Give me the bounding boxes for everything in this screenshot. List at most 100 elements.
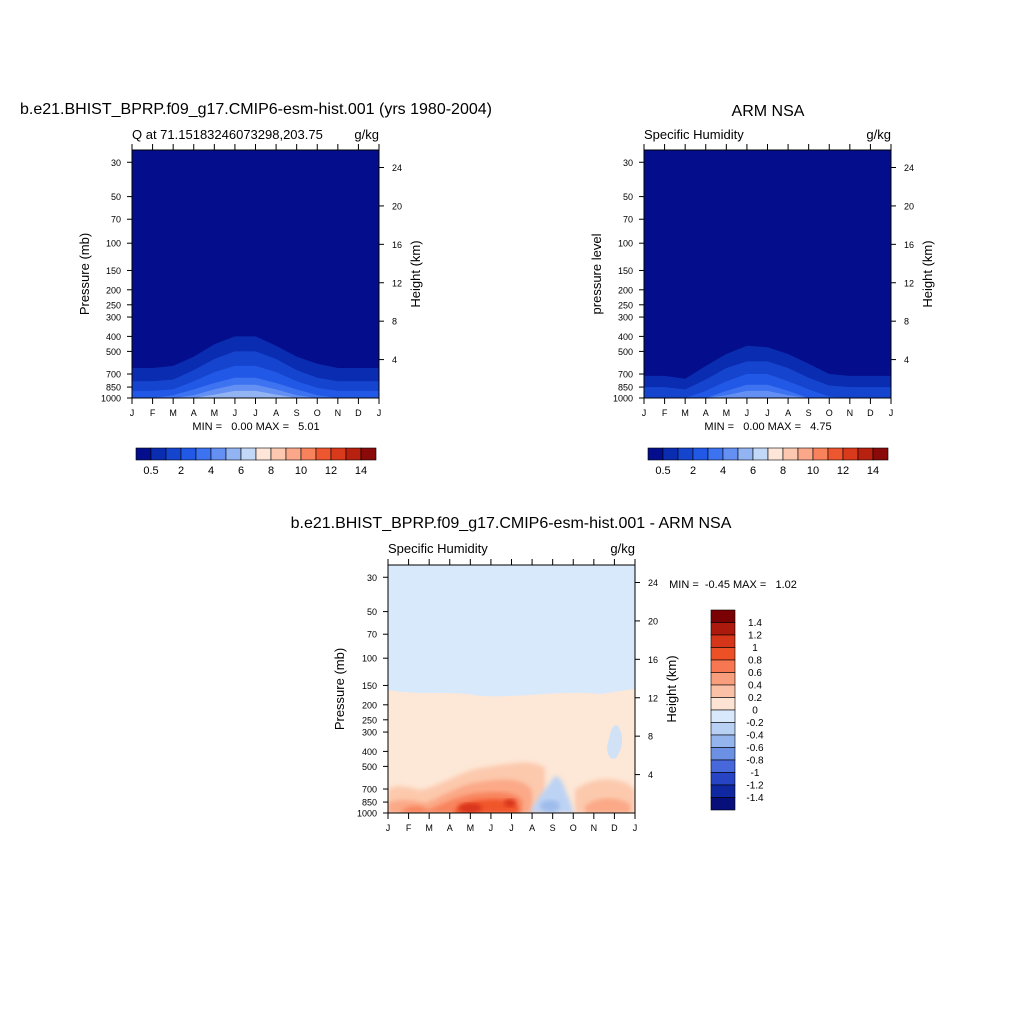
x-tick-label: J bbox=[377, 408, 382, 418]
colorbar-swatch bbox=[300, 447, 317, 461]
y-tick-label: 400 bbox=[362, 747, 377, 757]
y-tick-label: 250 bbox=[618, 300, 633, 310]
colorbar-label: 2 bbox=[178, 465, 184, 477]
x-tick-label: S bbox=[806, 408, 812, 418]
x-tick-label: A bbox=[785, 408, 791, 418]
y-axis-label: Pressure (mb) bbox=[332, 648, 347, 730]
y2-tick-label: 8 bbox=[904, 317, 909, 327]
colorbar-swatch bbox=[255, 447, 272, 461]
y-tick-label: 70 bbox=[111, 215, 121, 225]
x-tick-label: M bbox=[169, 408, 177, 418]
y2-tick-label: 4 bbox=[648, 770, 653, 780]
x-tick-label: F bbox=[662, 408, 668, 418]
colorbar-swatch bbox=[710, 684, 736, 698]
y2-tick-label: 24 bbox=[392, 163, 402, 173]
y-tick-label: 30 bbox=[111, 158, 121, 168]
x-tick-label: A bbox=[191, 408, 197, 418]
x-tick-label: J bbox=[642, 408, 647, 418]
colorbar-swatch bbox=[135, 447, 152, 461]
colorbar-label: 0.5 bbox=[655, 465, 670, 477]
colorbar-swatch bbox=[710, 772, 736, 786]
x-tick-label: A bbox=[529, 823, 535, 833]
y-tick-label: 1000 bbox=[613, 394, 633, 404]
y2-tick-label: 8 bbox=[392, 317, 397, 327]
y-tick-label: 200 bbox=[106, 285, 121, 295]
diff-contour-1.0 bbox=[458, 803, 482, 813]
y-tick-label: 30 bbox=[623, 158, 633, 168]
colorbar-swatch bbox=[710, 672, 736, 686]
colorbar-swatch bbox=[707, 447, 724, 461]
y2-tick-label: 12 bbox=[904, 278, 914, 288]
y-tick-label: 700 bbox=[618, 370, 633, 380]
colorbar-label: 6 bbox=[750, 465, 756, 477]
colorbar-swatch bbox=[710, 634, 736, 648]
colorbar-swatch bbox=[195, 447, 212, 461]
x-tick-label: M bbox=[425, 823, 433, 833]
colorbar-swatch bbox=[647, 447, 664, 461]
x-tick-label: A bbox=[703, 408, 709, 418]
stats-label: MIN = 0.00 MAX = 4.75 bbox=[704, 421, 831, 433]
colorbar-label: 10 bbox=[295, 465, 307, 477]
x-tick-label: A bbox=[447, 823, 453, 833]
panel-model: b.e21.BHIST_BPRP.f09_g17.CMIP6-esm-hist.… bbox=[20, 101, 492, 477]
colorbar-label: 10 bbox=[807, 465, 819, 477]
y2-axis-label: Height (km) bbox=[408, 240, 423, 307]
colorbar-swatch bbox=[150, 447, 167, 461]
y-tick-label: 250 bbox=[106, 300, 121, 310]
colorbar-label: 6 bbox=[238, 465, 244, 477]
x-tick-label: N bbox=[335, 408, 342, 418]
x-tick-label: S bbox=[294, 408, 300, 418]
colorbar-label: 0.5 bbox=[143, 465, 158, 477]
x-tick-label: N bbox=[847, 408, 854, 418]
y2-tick-label: 20 bbox=[392, 201, 402, 211]
y2-tick-label: 8 bbox=[648, 732, 653, 742]
y-tick-label: 400 bbox=[106, 332, 121, 342]
x-tick-label: F bbox=[150, 408, 156, 418]
colorbar-swatch bbox=[710, 797, 736, 811]
x-tick-label: J bbox=[130, 408, 135, 418]
x-tick-label: J bbox=[386, 823, 391, 833]
colorbar: 0.5 2 4 6 8 10 12 14 bbox=[647, 447, 889, 477]
plot-area bbox=[132, 150, 379, 398]
colorbar-label: 0.8 bbox=[748, 656, 762, 667]
y-tick-label: 700 bbox=[362, 785, 377, 795]
x-tick-label: O bbox=[570, 823, 577, 833]
y2-tick-label: 20 bbox=[648, 616, 658, 626]
y-tick-label: 70 bbox=[623, 215, 633, 225]
x-tick-label: D bbox=[867, 408, 874, 418]
x-tick-label: N bbox=[591, 823, 598, 833]
right-string: g/kg bbox=[354, 127, 379, 142]
colorbar-label: 14 bbox=[355, 465, 367, 477]
x-tick-label: D bbox=[355, 408, 362, 418]
x-tick-label: J bbox=[253, 408, 258, 418]
colorbar-swatch bbox=[270, 447, 287, 461]
colorbar-label: -1.4 bbox=[746, 793, 764, 804]
y-tick-label: 100 bbox=[618, 239, 633, 249]
y2-tick-label: 16 bbox=[904, 240, 914, 250]
y-tick-label: 850 bbox=[362, 798, 377, 808]
y2-tick-label: 4 bbox=[392, 355, 397, 365]
y-tick-label: 50 bbox=[111, 192, 121, 202]
colorbar-swatch bbox=[330, 447, 347, 461]
y-axis-label: Pressure (mb) bbox=[77, 233, 92, 315]
colorbar-label: -1.2 bbox=[746, 781, 764, 792]
panel-difference: b.e21.BHIST_BPRP.f09_g17.CMIP6-esm-hist.… bbox=[291, 515, 797, 833]
colorbar-label: 1.4 bbox=[748, 618, 762, 629]
y2-tick-label: 24 bbox=[648, 578, 658, 588]
x-tick-label: M bbox=[681, 408, 689, 418]
y2-tick-label: 16 bbox=[648, 655, 658, 665]
x-tick-label: M bbox=[211, 408, 219, 418]
x-tick-label: M bbox=[723, 408, 731, 418]
colorbar-swatch bbox=[737, 447, 754, 461]
colorbar-label: 0.2 bbox=[748, 693, 762, 704]
diff-negative-blob-dec bbox=[607, 725, 623, 759]
y-tick-label: 200 bbox=[618, 285, 633, 295]
y-tick-label: 300 bbox=[362, 728, 377, 738]
y-tick-label: 500 bbox=[618, 347, 633, 357]
stats-label: MIN = -0.45 MAX = 1.02 bbox=[669, 579, 797, 591]
y2-tick-label: 12 bbox=[648, 693, 658, 703]
plot-area bbox=[644, 150, 891, 398]
colorbar-swatch bbox=[710, 784, 736, 798]
colorbar-label: -0.4 bbox=[746, 731, 764, 742]
colorbar-swatch bbox=[285, 447, 302, 461]
